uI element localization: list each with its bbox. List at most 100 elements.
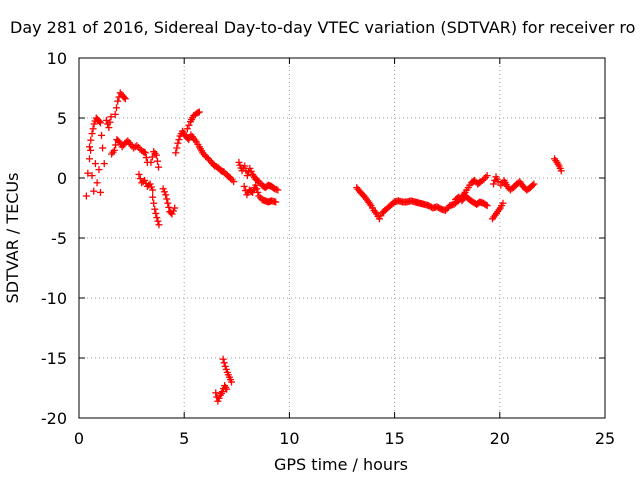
data-point <box>482 201 490 209</box>
data-point <box>489 180 497 188</box>
data-point <box>110 146 118 154</box>
data-point <box>168 210 176 218</box>
data-point <box>221 362 229 370</box>
data-point <box>147 183 155 191</box>
data-point <box>146 180 154 188</box>
data-point <box>530 180 538 188</box>
data-point <box>175 136 183 144</box>
data-point <box>173 144 181 152</box>
y-tick-label: 10 <box>47 49 67 68</box>
data-point <box>246 164 254 172</box>
y-tick-label: -10 <box>41 289 67 308</box>
data-point <box>149 193 157 201</box>
data-point <box>222 365 230 373</box>
data-point <box>228 378 236 386</box>
data-point <box>87 136 95 144</box>
data-point <box>272 198 280 206</box>
data-point <box>529 181 537 189</box>
y-tick-label: -20 <box>41 409 67 428</box>
data-point <box>87 146 95 154</box>
data-point <box>154 217 162 225</box>
data-point <box>159 185 167 193</box>
chart-title: Day 281 of 2016, Sidereal Day-to-day VTE… <box>10 18 635 37</box>
y-tick-label: 5 <box>57 109 67 128</box>
x-tick-label: 20 <box>490 429 510 448</box>
data-point <box>171 204 179 212</box>
data-point <box>241 162 249 170</box>
data-point <box>114 97 122 105</box>
data-point <box>483 172 491 180</box>
x-tick-label: 5 <box>179 429 189 448</box>
data-point <box>494 178 502 186</box>
data-point <box>90 187 98 195</box>
data-point <box>254 188 262 196</box>
data-point <box>165 203 173 211</box>
data-point <box>215 394 223 402</box>
data-point <box>155 163 163 171</box>
data-point <box>185 121 193 129</box>
data-point <box>160 188 168 196</box>
data-point <box>152 209 160 217</box>
data-point <box>366 200 374 208</box>
data-point <box>151 205 159 213</box>
data-point <box>121 95 129 103</box>
data-point <box>152 151 160 159</box>
data-point <box>149 186 157 194</box>
grid <box>79 58 605 418</box>
data-point <box>155 221 163 229</box>
data-point <box>162 191 170 199</box>
data-point <box>142 154 150 162</box>
data-point <box>153 157 161 165</box>
data-point <box>214 397 222 405</box>
data-point <box>174 139 182 147</box>
data-point <box>147 158 155 166</box>
data-point <box>88 130 96 138</box>
data-point <box>557 167 565 175</box>
plot-frame <box>78 57 606 419</box>
data-point <box>243 172 251 180</box>
data-point <box>98 131 106 139</box>
data-point <box>84 169 92 177</box>
data-point <box>96 119 104 127</box>
data-point <box>195 108 203 116</box>
data-point <box>218 388 226 396</box>
data-point <box>274 186 282 194</box>
data-point <box>135 170 143 178</box>
y-axis-label: SDTVAR / TECUs <box>3 173 22 304</box>
x-tick-label: 10 <box>279 429 299 448</box>
data-point <box>183 125 191 133</box>
data-point <box>95 118 103 126</box>
x-tick-label: 15 <box>384 429 404 448</box>
data-point <box>141 149 149 157</box>
data-point <box>240 182 248 190</box>
data-point <box>96 188 104 196</box>
y-tick-label: 0 <box>57 169 67 188</box>
data-point <box>223 385 231 393</box>
data-point <box>90 120 98 128</box>
data-point <box>478 176 486 184</box>
data-point <box>483 202 491 210</box>
data-point <box>220 359 228 367</box>
data-point <box>172 149 180 157</box>
data-point <box>95 166 103 174</box>
data-point <box>230 178 238 186</box>
data-point <box>105 124 113 132</box>
data-point <box>112 104 120 112</box>
data-point <box>219 355 227 363</box>
data-point <box>91 160 99 168</box>
data-point <box>252 181 260 189</box>
x-axis-label: GPS time / hours <box>274 455 408 474</box>
data-point <box>93 179 101 187</box>
data-point <box>88 172 96 180</box>
data-point <box>99 144 107 152</box>
data-point <box>86 155 94 163</box>
ticks <box>78 57 606 419</box>
data-point <box>89 125 97 133</box>
data-point <box>153 214 161 222</box>
data-point <box>111 110 119 118</box>
data-point <box>163 195 171 203</box>
data-point <box>377 212 385 220</box>
data-point <box>247 167 255 175</box>
data-point <box>169 207 177 215</box>
